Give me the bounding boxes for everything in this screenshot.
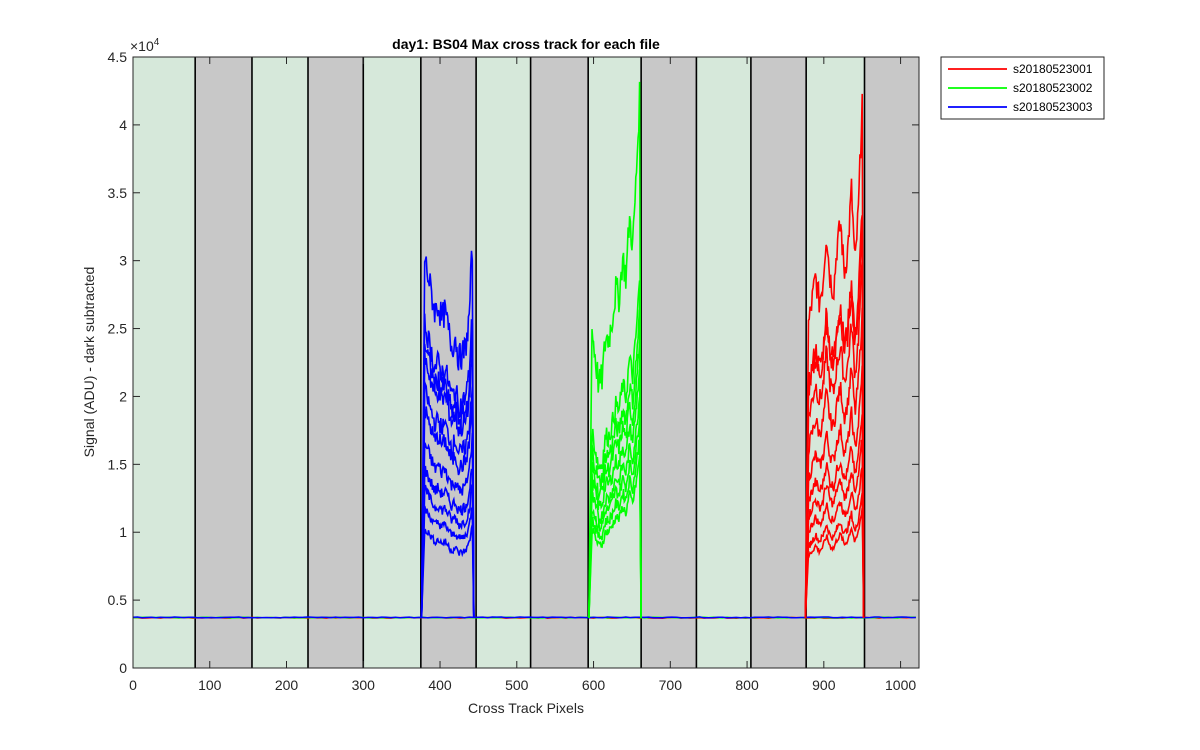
y-tick-label: 4: [119, 117, 127, 133]
x-tick-label: 300: [352, 677, 376, 693]
x-tick-label: 900: [812, 677, 836, 693]
y-axis-exponent: ×104: [130, 37, 160, 54]
y-tick-label: 0.5: [108, 592, 128, 608]
x-tick-label: 200: [275, 677, 299, 693]
tick-labels: 0 100 200 300 400 500 600 700 800 900 1000 0 0.5 1 1.5…: [108, 49, 917, 693]
series-line: [804, 365, 865, 618]
x-tick-label: 500: [505, 677, 529, 693]
x-axis-label: Cross Track Pixels: [468, 700, 584, 716]
series-line: [420, 432, 475, 618]
y-tick-label: 2.5: [108, 321, 128, 337]
legend-label: s20180523001: [1013, 62, 1093, 76]
band: [864, 57, 919, 668]
axes: [132, 56, 920, 669]
band: [363, 57, 421, 668]
band: [476, 57, 531, 668]
x-tick-label: 100: [198, 677, 222, 693]
y-tick-label: 2: [119, 388, 127, 404]
baseline-line: [132, 616, 916, 619]
x-tick-label: 700: [659, 677, 683, 693]
band: [251, 57, 309, 668]
series-lines: [420, 81, 865, 618]
series-line: [588, 81, 642, 618]
series-line: [420, 330, 475, 618]
series-line: [420, 524, 475, 618]
series-line: [804, 438, 865, 618]
band: [750, 57, 807, 668]
band: [308, 57, 364, 668]
band: [420, 57, 477, 668]
series-line: [804, 414, 865, 618]
series-line: [588, 369, 642, 618]
series-line: [804, 229, 865, 618]
series-line: [804, 492, 865, 618]
y-axis-label: Signal (ADU) - dark subtracted: [81, 267, 97, 458]
series-s20180523001: [804, 93, 865, 618]
svg-text:×104: ×104: [130, 37, 160, 54]
background-bands: [133, 57, 919, 668]
y-tick-label: 3.5: [108, 185, 128, 201]
series-line: [420, 381, 475, 618]
y-tick-label: 0: [119, 660, 127, 676]
legend-label: s20180523003: [1013, 100, 1093, 114]
y-tick-label: 1.5: [108, 456, 128, 472]
baseline-lines: [132, 616, 916, 619]
series-line: [420, 505, 475, 618]
series-line: [804, 261, 865, 618]
series-s20180523002: [588, 81, 642, 618]
band: [195, 57, 252, 668]
series-line: [804, 467, 865, 618]
band: [641, 57, 697, 668]
series-line: [588, 437, 642, 618]
y-exponent-base: ×10: [130, 38, 154, 54]
x-tick-label: 0: [129, 677, 137, 693]
legend: s20180523001 s20180523002 s20180523003: [940, 56, 1105, 120]
series-line: [588, 309, 642, 618]
band: [696, 57, 751, 668]
series-s20180523003: [420, 250, 475, 618]
x-tick-label: 600: [582, 677, 606, 693]
series-line: [804, 508, 865, 618]
plot-area-frame: [132, 56, 920, 669]
series-line: [588, 397, 642, 618]
legend-label: s20180523002: [1013, 81, 1093, 95]
series-line: [420, 348, 475, 618]
series-line: [420, 465, 475, 618]
band: [530, 57, 589, 668]
x-tick-label: 800: [735, 677, 759, 693]
series-line: [588, 280, 642, 618]
y-exponent-power: 4: [154, 37, 160, 48]
series-line: [588, 455, 642, 618]
series-line: [420, 250, 475, 618]
series-line: [588, 341, 642, 618]
series-line: [804, 93, 865, 618]
band: [133, 57, 196, 668]
x-tick-label: 1000: [885, 677, 916, 693]
series-line: [420, 483, 475, 618]
chart-title: day1: BS04 Max cross track for each file: [392, 36, 660, 52]
y-tick-label: 1: [119, 524, 127, 540]
series-line: [420, 397, 475, 618]
series-line: [588, 421, 642, 618]
series-line: [804, 307, 865, 618]
x-tick-label: 400: [428, 677, 452, 693]
y-tick-label: 3: [119, 253, 127, 269]
y-tick-label: 4.5: [108, 49, 128, 65]
series-line: [420, 313, 475, 618]
